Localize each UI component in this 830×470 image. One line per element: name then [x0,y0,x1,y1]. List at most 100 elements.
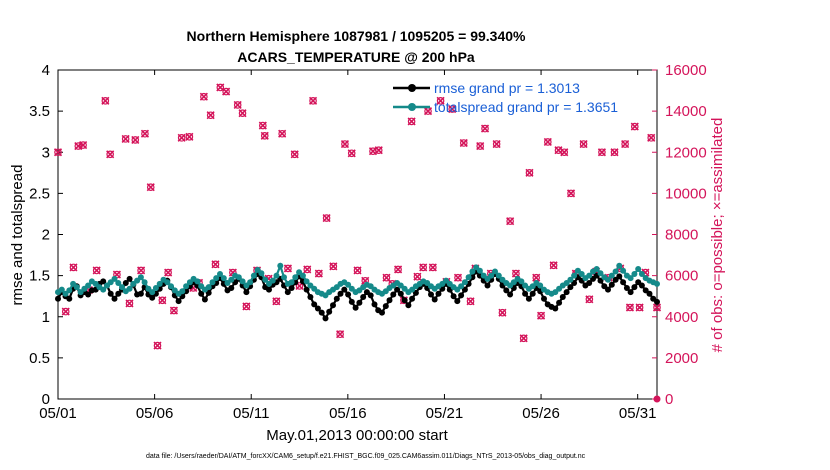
totalspread-point [593,266,600,272]
totalspread-point [612,268,619,275]
rmse-point [631,284,638,291]
rmse-point [638,282,645,289]
obs-possible-point [626,303,634,312]
obs-assimilated-point [233,100,242,110]
rmse-point [333,295,340,302]
rmse-point [428,291,434,298]
totalspread-point [299,272,306,279]
totalspread-point [288,279,295,286]
rmse-point [503,287,510,294]
totalspread-point [250,272,257,279]
totalspread-point [115,280,122,286]
totalspread-point [209,279,216,286]
obs-possible-point [141,129,149,138]
right-y-tick-label: 16000 [665,62,707,79]
obs-possible-point [481,124,489,133]
rmse-point [605,286,611,293]
totalspread-point [627,275,634,282]
obs-possible-point [295,282,304,290]
totalspread-point [58,286,65,293]
rmse-point [409,295,416,302]
rmse-point [450,293,457,300]
obs-possible-point [374,146,383,154]
obs-assimilated-point [543,137,552,147]
rmse-point [371,301,378,308]
obs-assimilated-point [625,303,635,312]
x-axis-label: May.01,2013 00:00:00 start [266,427,448,444]
obs-assimilated-point [498,308,507,317]
obs-possible-point [436,97,445,105]
rmse-point [405,302,412,309]
totalspread-point [518,278,525,285]
obs-possible-point [272,297,281,306]
obs-assimilated-point [272,297,281,306]
legend-rmse-marker [408,84,416,92]
totalspread-point [303,278,310,285]
obs-assimilated-point [211,260,220,269]
legend: rmse grand pr = 1.3013 totalspread grand… [393,80,618,115]
obs-assimilated-point [206,111,215,120]
obs-assimilated-point [303,265,312,274]
obs-possible-point [413,272,422,281]
obs-possible-point [567,189,575,198]
obs-assimilated-point [453,273,463,282]
rmse-point [122,280,129,286]
rmse-point [379,309,385,316]
rmse-point [201,296,208,303]
totalspread-point [141,279,148,286]
legend-spread-marker [408,103,416,111]
totalspread-point [183,283,190,290]
rmse-point [382,303,389,310]
obs-assimilated-point [532,273,541,282]
totalspread-point [345,281,352,288]
obs-assimilated-point [308,96,318,105]
rmse-point [541,295,547,302]
data-file-note: data file: /Users/raeder/DAI/ATM_forcXX/… [146,453,586,460]
totalspread-point [149,289,156,296]
obs-possible-point [242,302,251,311]
right-axis-label: # of obs: o=possible; ×=assimilated [709,118,726,353]
rmse-point [627,289,634,296]
obs-possible-point [610,148,619,157]
legend-rmse-label: rmse grand pr = 1.3013 [434,80,580,96]
rmse-point [341,286,348,293]
rmse-point [552,305,559,312]
obs-assimilated-point [61,307,70,316]
obs-assimilated-point [382,273,391,282]
obs-possible-point [200,92,208,101]
obs-possible-point [61,307,70,316]
obs-possible-point [560,148,569,157]
rmse-line [57,269,658,321]
obs-possible-point [79,141,87,149]
obs-possible-point [164,268,172,277]
obs-possible-point [260,132,269,140]
totalspread-point [277,262,284,269]
totalspread-point [608,272,615,279]
rmse-point [435,290,442,297]
obs-assimilated-point [621,139,630,149]
legend-spread-label: totalspread grand pr = 1.3651 [434,99,618,115]
obs-possible-point [92,266,101,275]
rmse-point [66,295,73,302]
rmse-point [484,282,491,289]
obs-possible-point [322,214,331,222]
totalspread-point [156,280,163,287]
obs-assimilated-point [242,302,251,311]
rmse-point [620,279,627,286]
rmse-point [646,290,653,297]
right-y-tick-label: 4000 [665,309,698,326]
obs-assimilated-point [448,105,457,114]
rmse-point [431,296,438,303]
obs-assimilated-point [635,303,644,312]
y-tick-label: 1 [42,309,50,326]
x-tick-label: 05/31 [619,405,657,422]
obs-possible-point [259,121,267,130]
obs-assimilated-point [153,341,162,350]
totalspread-point [458,283,465,290]
x-tick-label: 05/01 [39,405,77,422]
obs-zero-point [653,395,661,403]
obs-possible-point [222,87,230,96]
y-tick-label: 0 [42,391,50,408]
obs-possible-point [635,303,644,312]
rmse-point [386,297,393,304]
